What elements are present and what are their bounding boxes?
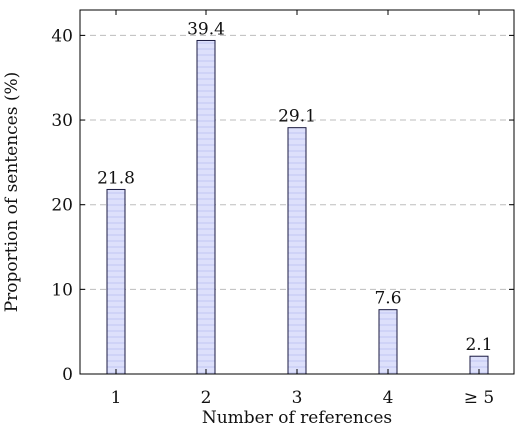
y-tick-label: 40 [51,26,73,46]
y-tick-label: 30 [51,111,73,131]
bar-value-label: 39.4 [187,19,225,39]
bar [378,309,398,375]
x-axis-title: Number of references [202,408,392,424]
bar-value-label: 21.8 [97,168,135,188]
y-tick-label: 10 [51,280,73,300]
x-tick-label: 2 [201,388,212,408]
x-tick-label: 3 [292,388,303,408]
data-labels: 21.8 39.4 29.1 7.6 2.1 [97,19,492,355]
y-axis-title: Proportion of sentences (%) [2,72,22,313]
bar-value-label: 2.1 [465,335,492,355]
bar-value-label: 29.1 [278,107,316,127]
bar [196,39,216,375]
x-tick-label: 4 [383,388,394,408]
bars [106,39,489,375]
bar [106,188,126,375]
x-tick-label: 1 [111,388,122,408]
x-tick-label: ≥ 5 [464,388,494,408]
y-tick-label: 0 [62,365,73,385]
grid-lines [80,34,514,290]
y-tick-label: 20 [51,196,73,216]
bar [287,127,307,375]
ticks: 0 10 20 30 40 1 2 3 4 ≥ 5 [51,10,514,408]
bar-value-label: 7.6 [374,289,401,309]
